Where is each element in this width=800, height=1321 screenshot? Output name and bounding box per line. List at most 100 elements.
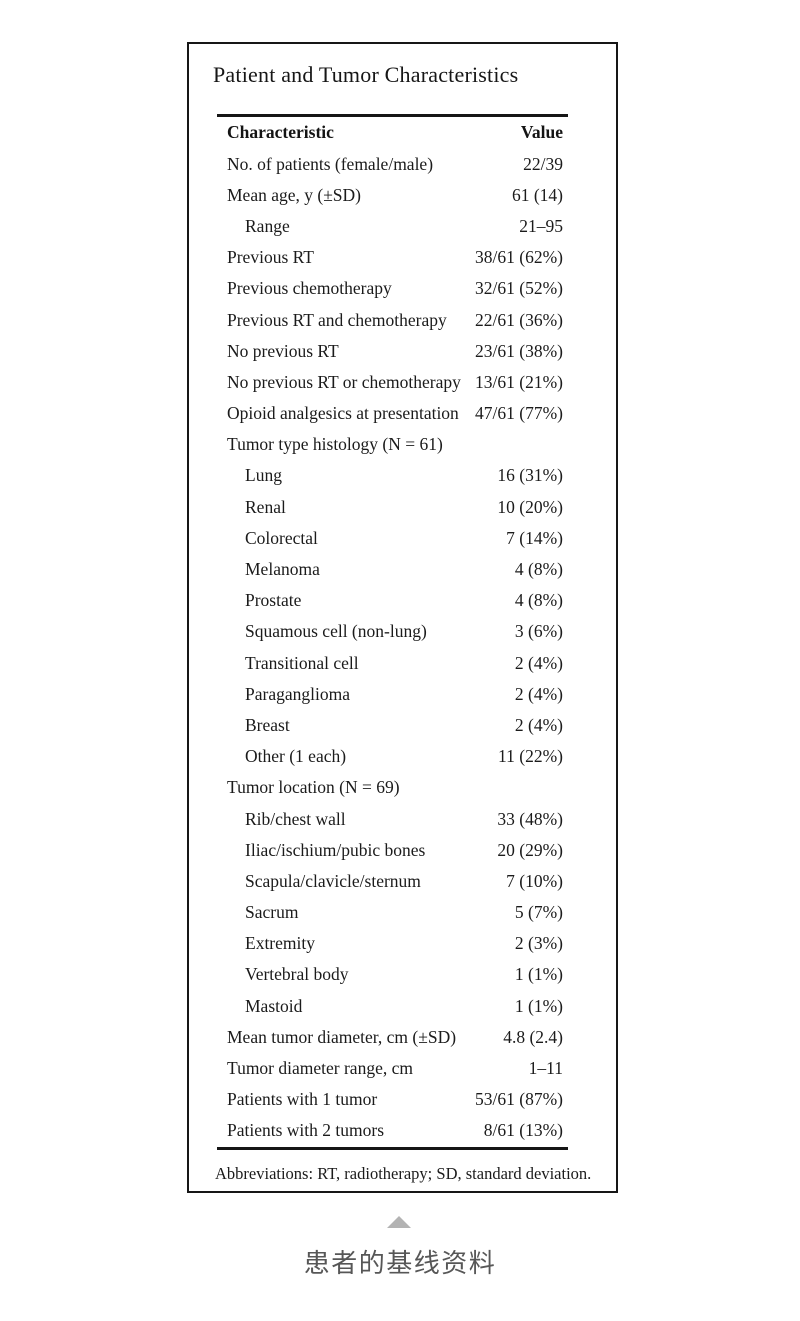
table-row: Tumor type histology (N = 61)	[217, 429, 568, 460]
table-row: Colorectal 7 (14%)	[217, 523, 568, 554]
row-label: Range	[245, 215, 290, 236]
table-row: No previous RT or chemotherapy 13/61 (21%…	[217, 367, 568, 398]
row-value: 21–95	[519, 215, 563, 236]
table-row: Previous RT and chemotherapy 22/61 (36%)	[217, 304, 568, 335]
row-value: 47/61 (77%)	[475, 403, 563, 424]
row-value: 53/61 (87%)	[475, 1089, 563, 1110]
row-label: Breast	[245, 714, 290, 735]
row-label: Tumor type histology (N = 61)	[227, 434, 443, 455]
table-row: Squamous cell (non-lung) 3 (6%)	[217, 616, 568, 647]
table-row: Breast 2 (4%)	[217, 710, 568, 741]
top-rule	[217, 114, 568, 117]
row-value: 2 (4%)	[514, 683, 563, 704]
row-label: Scapula/clavicle/sternum	[245, 870, 421, 891]
table-row: Patients with 1 tumor 53/61 (87%)	[217, 1084, 568, 1115]
row-value: 8/61 (13%)	[483, 1120, 563, 1141]
table-row: Prostate 4 (8%)	[217, 585, 568, 616]
row-value: 13/61 (21%)	[475, 371, 563, 392]
row-label: Mastoid	[245, 995, 303, 1016]
row-value: 7 (14%)	[506, 527, 563, 548]
row-label: Previous RT	[227, 247, 314, 268]
table-row: Tumor location (N = 69)	[217, 772, 568, 803]
table-row: Previous RT 38/61 (62%)	[217, 242, 568, 273]
row-value: 11 (22%)	[498, 746, 563, 767]
row-value: 7 (10%)	[506, 870, 563, 891]
table-header-row: Characteristic Value	[217, 117, 568, 149]
table-row: Range 21–95	[217, 211, 568, 242]
row-value: 4.8 (2.4)	[503, 1026, 563, 1047]
row-value: 2 (4%)	[514, 714, 563, 735]
row-label: No previous RT	[227, 340, 339, 361]
column-header-value: Value	[520, 122, 563, 143]
table-row: Vertebral body 1 (1%)	[217, 959, 568, 990]
row-value: 2 (4%)	[514, 652, 563, 673]
row-value: 32/61 (52%)	[475, 278, 563, 299]
bottom-rule	[217, 1146, 568, 1150]
row-value: 16 (31%)	[497, 465, 563, 486]
row-value: 20 (29%)	[497, 839, 563, 860]
table-row: Opioid analgesics at presentation 47/61 (…	[217, 398, 568, 429]
row-label: Renal	[245, 496, 286, 517]
row-value: 3 (6%)	[514, 621, 563, 642]
collapse-triangle-icon[interactable]	[387, 1216, 411, 1228]
row-value: 5 (7%)	[514, 902, 563, 923]
table-row: Iliac/ischium/pubic bones 20 (29%)	[217, 835, 568, 866]
row-label: Extremity	[245, 933, 315, 954]
row-label: Sacrum	[245, 902, 299, 923]
figure-caption: 患者的基线资料	[303, 1248, 497, 1278]
table-row: Melanoma 4 (8%)	[217, 554, 568, 585]
table-rows-container: No. of patients (female/male) 22/39 Mean a…	[217, 149, 568, 1147]
row-label: Tumor location (N = 69)	[227, 777, 400, 798]
column-header-characteristic: Characteristic	[227, 122, 334, 143]
row-value: 22/61 (36%)	[475, 309, 563, 330]
row-label: Mean tumor diameter, cm (±SD)	[227, 1026, 457, 1047]
row-label: Iliac/ischium/pubic bones	[245, 839, 426, 860]
row-label: Patients with 1 tumor	[227, 1089, 378, 1110]
row-value: 33 (48%)	[497, 808, 563, 829]
table-row: No. of patients (female/male) 22/39	[217, 149, 568, 180]
characteristics-table-card: Patient and Tumor Characteristics Charac…	[187, 42, 618, 1193]
row-label: Mean age, y (±SD)	[227, 184, 362, 205]
row-label: Melanoma	[245, 559, 320, 580]
row-value: 1 (1%)	[514, 995, 563, 1016]
table-footnote: Abbreviations: RT, radiotherapy; SD, sta…	[215, 1164, 592, 1183]
row-value: 38/61 (62%)	[475, 247, 563, 268]
row-value: 4 (8%)	[514, 559, 563, 580]
row-value: 10 (20%)	[497, 496, 563, 517]
row-value: 1–11	[528, 1058, 563, 1079]
row-label: Squamous cell (non-lung)	[245, 621, 427, 642]
row-label: Opioid analgesics at presentation	[227, 403, 459, 424]
row-value: 1 (1%)	[514, 964, 563, 985]
row-label: Paraganglioma	[245, 683, 350, 704]
table-row: No previous RT 23/61 (38%)	[217, 336, 568, 367]
row-label: Rib/chest wall	[245, 808, 346, 829]
row-value: 23/61 (38%)	[475, 340, 563, 361]
row-label: Vertebral body	[245, 964, 349, 985]
row-label: Colorectal	[245, 527, 318, 548]
table-body: Characteristic Value No. of patients (fe…	[217, 114, 568, 1150]
table-title: Patient and Tumor Characteristics	[213, 62, 519, 87]
table-row: Previous chemotherapy 32/61 (52%)	[217, 273, 568, 304]
table-row: Paraganglioma 2 (4%)	[217, 679, 568, 710]
table-row: Lung 16 (31%)	[217, 460, 568, 491]
table-row: Rib/chest wall 33 (48%)	[217, 803, 568, 834]
row-value: 61 (14)	[511, 184, 563, 205]
row-label: Other (1 each)	[245, 746, 347, 767]
row-label: Previous chemotherapy	[227, 278, 392, 299]
table-row: Scapula/clavicle/sternum 7 (10%)	[217, 866, 568, 897]
row-label: No. of patients (female/male)	[227, 153, 434, 174]
table-row: Transitional cell 2 (4%)	[217, 648, 568, 679]
table-row: Tumor diameter range, cm 1–11	[217, 1053, 568, 1084]
row-label: Prostate	[245, 590, 302, 611]
row-value: 4 (8%)	[514, 590, 563, 611]
row-label: Patients with 2 tumors	[227, 1120, 385, 1141]
table-row: Renal 10 (20%)	[217, 492, 568, 523]
table-row: Patients with 2 tumors 8/61 (13%)	[217, 1115, 568, 1146]
table-row: Mean tumor diameter, cm (±SD) 4.8 (2.4)	[217, 1022, 568, 1053]
row-value: 22/39	[523, 153, 563, 174]
row-label: Lung	[245, 465, 282, 486]
table-row: Mean age, y (±SD) 61 (14)	[217, 180, 568, 211]
row-label: No previous RT or chemotherapy	[227, 371, 461, 392]
row-label: Tumor diameter range, cm	[227, 1058, 413, 1079]
table-row: Other (1 each) 11 (22%)	[217, 741, 568, 772]
